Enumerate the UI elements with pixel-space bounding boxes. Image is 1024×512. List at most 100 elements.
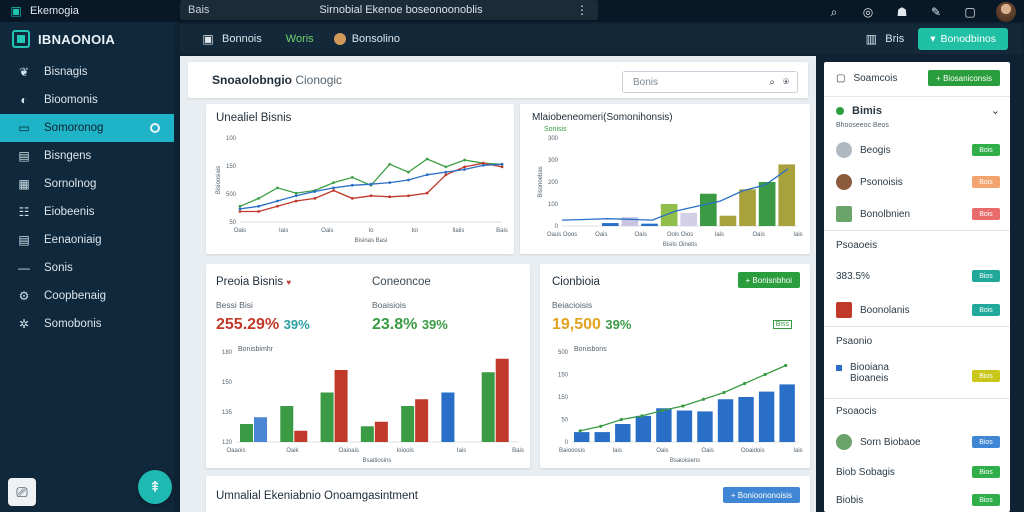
kpi-value-text: 19,500 <box>552 316 601 333</box>
data-point <box>444 173 448 177</box>
sidebar-item-label: Sornolnog <box>44 178 97 190</box>
avatar[interactable] <box>996 2 1016 22</box>
bar <box>360 426 374 442</box>
y-tick-label: 500 <box>558 350 569 356</box>
chevron-down-icon[interactable]: ⌄ <box>990 105 1000 117</box>
sidebar-item[interactable]: ⚙ Coopbenaig <box>0 282 174 310</box>
sidebar-item-active[interactable]: ▭ Somoronog <box>0 114 174 142</box>
search-card-title: Snoaolobngio Cionogic <box>212 73 342 87</box>
grouped-bar-chart: 180 150 135 120 Oaaois Oaik Oaioais Ioioois Iais… <box>222 350 524 464</box>
list-item[interactable]: Boonolanis Bois <box>836 302 1000 318</box>
maximize-icon[interactable]: ▢ <box>964 5 976 19</box>
bottom-card-button[interactable]: + Bonioononoisis <box>722 487 800 503</box>
x-tick-label: Bais <box>512 448 524 454</box>
rp-search[interactable]: ▢ Soamcois + Biosaniconsis <box>836 70 1000 86</box>
add-icon[interactable]: ✎ <box>930 5 942 19</box>
x-tick-label: Oais <box>752 232 764 238</box>
kpi-value: 255.29% 39% <box>216 316 310 334</box>
sidebar-item[interactable]: ▦ Sornolnog <box>0 170 174 198</box>
status-badge: Bois <box>972 144 1000 156</box>
list-item[interactable]: Biobis Bios <box>836 494 1000 506</box>
y-tick-label: 100 <box>548 202 559 208</box>
sidebar-item-label: Somobonis <box>44 318 102 330</box>
plus-icon: + <box>730 490 738 500</box>
plus-icon: ⇞ <box>148 479 162 496</box>
header-tab-2[interactable]: Woris <box>286 33 314 45</box>
x-tick-label: Iais <box>793 232 802 238</box>
list-item[interactable]: 383.5% Bios <box>836 270 1000 282</box>
y-tick-label: 50 <box>561 418 568 424</box>
drop-icon: ◐ <box>20 93 28 107</box>
sidebar-item[interactable]: ▤ Bisngens <box>0 142 174 170</box>
search-card: Snoaolobngio Cionogic Bonis ⌕ ⍟ <box>188 62 808 98</box>
x-tick-label: Oais <box>656 448 668 454</box>
y-tick-label: 300 <box>548 136 559 142</box>
app-name: Ekemogia <box>30 5 79 17</box>
list-item-label: Boonolanis <box>860 304 910 316</box>
rp-button[interactable]: + Biosaniconsis <box>928 70 1000 86</box>
x-tick-label: Ilaiis <box>452 228 464 234</box>
list-item[interactable]: Sorn Biobaoe Bios <box>836 434 1000 450</box>
rp-section-header[interactable]: Bimis ⌄ <box>836 104 1000 117</box>
sidebar-item-label: Sonis <box>44 262 73 274</box>
list-item[interactable]: Beogis Bois <box>836 142 1000 158</box>
status-badge: Bios <box>972 494 1000 506</box>
sidebar-item[interactable]: ✲ Somobonis <box>0 310 174 338</box>
data-point <box>238 207 242 211</box>
y-tick-label: 50 <box>229 220 236 226</box>
y-tick-label: 180 <box>222 350 233 356</box>
fab-button[interactable]: ⇞ <box>138 470 172 504</box>
status-dot-icon <box>836 106 844 115</box>
data-point <box>238 204 242 208</box>
list-item[interactable]: Bonolbnien Bois <box>836 206 1000 222</box>
kpi-value: 19,500 39% <box>552 316 631 334</box>
list-item[interactable]: Psonoisis Bois <box>836 174 1000 190</box>
y-tick-label: 120 <box>222 440 233 446</box>
tab-label[interactable]: Bais <box>188 4 210 16</box>
more-icon[interactable]: ⋮ <box>576 3 588 17</box>
header-cta-label: Bonodbinos <box>940 33 996 45</box>
list-item[interactable]: Biooiana Bioaneis Bios <box>836 362 1000 384</box>
data-point <box>407 194 410 198</box>
app-logo[interactable]: ▣ Ekemogia <box>0 3 180 19</box>
brand[interactable]: IBNAONOIA <box>0 22 174 56</box>
header-tab-1[interactable]: ▣ Bonnois <box>200 31 261 47</box>
cube-logo-icon: ▣ <box>10 4 22 18</box>
filter-icon[interactable]: ⍟ <box>783 76 789 88</box>
sidebar-item[interactable]: ☷ Eiobeenis <box>0 198 174 226</box>
sidebar-item[interactable]: ❦ Bisnagis <box>0 58 174 86</box>
header-tab-label: Woris <box>285 33 314 45</box>
search-icon[interactable]: ⌕ <box>830 4 838 19</box>
bar <box>574 432 590 442</box>
header-bris[interactable]: ▥ Bris <box>863 31 905 47</box>
data-point <box>388 162 392 166</box>
grid-icon: ▥ <box>865 32 877 46</box>
x-tick-label: Oaioais <box>339 448 359 454</box>
header-cta-button[interactable]: ▾ Bonodbinos <box>918 28 1008 50</box>
x-tick-label: Iais <box>279 228 288 234</box>
sidebar-item[interactable]: ▤ Eenaoniaig <box>0 226 174 254</box>
bar <box>717 399 734 442</box>
search-input[interactable]: Bonis ⌕ ⍟ <box>622 71 798 93</box>
data-point <box>463 165 466 169</box>
header-tab-3[interactable]: Bonsolino <box>333 33 400 45</box>
toggle-indicator[interactable] <box>150 123 160 133</box>
help-icon[interactable]: ◎ <box>862 5 874 19</box>
sidebar-item[interactable]: — Sonis <box>0 254 174 282</box>
data-point <box>294 194 298 198</box>
settings-button[interactable]: ⎚ <box>8 478 36 506</box>
list-item[interactable]: Biob Sobagis Bios <box>836 466 1000 478</box>
x-tick-label: Oaaois <box>226 448 245 454</box>
kpi-bar-card: Preoia Bisnis ♥ Coneoncoe Bessi Bisi 255… <box>206 264 530 468</box>
user-icon[interactable]: ☗ <box>896 5 908 19</box>
data-point <box>313 196 317 200</box>
bar <box>254 417 267 442</box>
sidebar-item[interactable]: ◐ Bioomonis <box>0 86 174 114</box>
window-title-bar[interactable]: Bais Sirnobial Ekenoe boseonoonoblis ⋮ <box>180 0 598 20</box>
search-icon[interactable]: ⌕ <box>769 76 775 88</box>
y-tick-label: 0 <box>565 440 569 446</box>
bar <box>697 411 713 442</box>
x-tick-label: Baiooosis <box>559 448 585 454</box>
data-point <box>276 204 279 208</box>
card-action-button[interactable]: + Bonisnbhoi <box>737 272 800 288</box>
